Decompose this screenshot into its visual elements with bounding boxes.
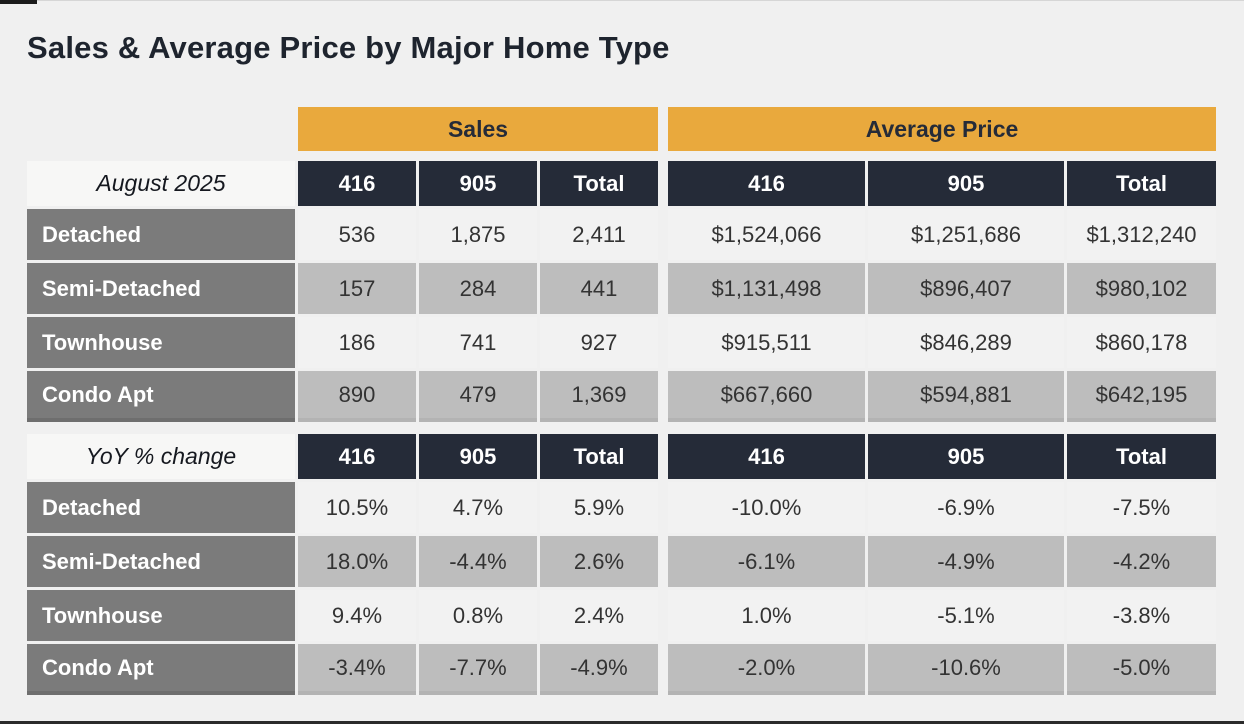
table-row-condo-apt-yoy: Condo Apt -3.4% -7.7% -4.9% -2.0% -10.6%… (27, 644, 1217, 695)
col-header-price-416: 416 (668, 434, 865, 479)
sales-total-value: 2.4% (540, 590, 658, 641)
price-total-value: -3.8% (1067, 590, 1216, 641)
group-gap-spacer (661, 434, 665, 479)
group-gap-spacer (661, 107, 665, 151)
sales-416-value: 10.5% (298, 482, 416, 533)
price-905-value: $896,407 (868, 263, 1064, 314)
table-row-townhouse-yoy: Townhouse 9.4% 0.8% 2.4% 1.0% -5.1% -3.8… (27, 590, 1217, 641)
sales-416-value: -3.4% (298, 644, 416, 695)
section-label-august-2025: August 2025 (27, 161, 295, 206)
page-top-hairline (0, 0, 1244, 1)
sales-total-value: 2.6% (540, 536, 658, 587)
page-top-crop-mark (0, 0, 37, 4)
price-416-value: $667,660 (668, 371, 865, 422)
col-header-sales-total: Total (540, 434, 658, 479)
table-row-semi-detached-yoy: Semi-Detached 18.0% -4.4% 2.6% -6.1% -4.… (27, 536, 1217, 587)
sales-416-value: 9.4% (298, 590, 416, 641)
section-label-yoy-change: YoY % change (27, 434, 295, 479)
row-label: Townhouse (27, 317, 295, 368)
sales-total-value: 927 (540, 317, 658, 368)
row-label: Condo Apt (27, 644, 295, 695)
price-total-value: $860,178 (1067, 317, 1216, 368)
group-header-row: Sales Average Price (27, 107, 1217, 151)
page-bottom-border (0, 721, 1244, 724)
average-price-group-header: Average Price (668, 107, 1216, 151)
page-title: Sales & Average Price by Major Home Type (27, 30, 670, 65)
col-header-sales-total: Total (540, 161, 658, 206)
price-total-value: $1,312,240 (1067, 209, 1216, 260)
sales-905-value: 284 (419, 263, 537, 314)
section-yoy-change: YoY % change 416 905 Total 416 905 Total… (27, 434, 1217, 695)
col-header-price-905: 905 (868, 161, 1064, 206)
sales-905-value: 479 (419, 371, 537, 422)
price-416-value: $1,524,066 (668, 209, 865, 260)
band-row-empty (27, 107, 295, 151)
sales-total-value: 2,411 (540, 209, 658, 260)
col-header-sales-416: 416 (298, 434, 416, 479)
col-header-price-416: 416 (668, 161, 865, 206)
sales-905-value: -4.4% (419, 536, 537, 587)
sales-416-value: 157 (298, 263, 416, 314)
group-gap-spacer (661, 161, 665, 206)
col-header-price-total: Total (1067, 161, 1216, 206)
price-905-value: $594,881 (868, 371, 1064, 422)
row-label: Semi-Detached (27, 536, 295, 587)
report-page: Sales & Average Price by Major Home Type… (27, 30, 1217, 695)
table-row-townhouse: Townhouse 186 741 927 $915,511 $846,289 … (27, 317, 1217, 368)
price-905-value: $846,289 (868, 317, 1064, 368)
price-416-value: 1.0% (668, 590, 865, 641)
table-row-detached-yoy: Detached 10.5% 4.7% 5.9% -10.0% -6.9% -7… (27, 482, 1217, 533)
price-905-value: -5.1% (868, 590, 1064, 641)
table-row-semi-detached: Semi-Detached 157 284 441 $1,131,498 $89… (27, 263, 1217, 314)
price-905-value: $1,251,686 (868, 209, 1064, 260)
sales-total-value: 1,369 (540, 371, 658, 422)
col-header-sales-416: 416 (298, 161, 416, 206)
table-row-condo-apt: Condo Apt 890 479 1,369 $667,660 $594,88… (27, 371, 1217, 422)
section-august-2025: August 2025 416 905 Total 416 905 Total … (27, 161, 1217, 422)
sales-905-value: 4.7% (419, 482, 537, 533)
sales-905-value: 741 (419, 317, 537, 368)
sales-416-value: 186 (298, 317, 416, 368)
sales-905-value: 0.8% (419, 590, 537, 641)
col-header-sales-905: 905 (419, 434, 537, 479)
price-905-value: -4.9% (868, 536, 1064, 587)
price-416-value: -2.0% (668, 644, 865, 695)
price-416-value: $1,131,498 (668, 263, 865, 314)
sales-group-header: Sales (298, 107, 658, 151)
price-416-value: -10.0% (668, 482, 865, 533)
sales-905-value: -7.7% (419, 644, 537, 695)
sales-total-value: -4.9% (540, 644, 658, 695)
col-header-price-total: Total (1067, 434, 1216, 479)
sales-416-value: 536 (298, 209, 416, 260)
sales-total-value: 5.9% (540, 482, 658, 533)
row-label: Detached (27, 482, 295, 533)
price-905-value: -6.9% (868, 482, 1064, 533)
sales-416-value: 890 (298, 371, 416, 422)
col-header-sales-905: 905 (419, 161, 537, 206)
price-total-value: -7.5% (1067, 482, 1216, 533)
sales-total-value: 441 (540, 263, 658, 314)
row-label: Townhouse (27, 590, 295, 641)
price-total-value: $642,195 (1067, 371, 1216, 422)
price-total-value: $980,102 (1067, 263, 1216, 314)
col-header-price-905: 905 (868, 434, 1064, 479)
price-416-value: -6.1% (668, 536, 865, 587)
row-label: Condo Apt (27, 371, 295, 422)
price-905-value: -10.6% (868, 644, 1064, 695)
row-label: Semi-Detached (27, 263, 295, 314)
price-total-value: -5.0% (1067, 644, 1216, 695)
column-header-row: YoY % change 416 905 Total 416 905 Total (27, 434, 1217, 479)
price-416-value: $915,511 (668, 317, 865, 368)
price-total-value: -4.2% (1067, 536, 1216, 587)
row-label: Detached (27, 209, 295, 260)
table-row-detached: Detached 536 1,875 2,411 $1,524,066 $1,2… (27, 209, 1217, 260)
sales-416-value: 18.0% (298, 536, 416, 587)
column-header-row: August 2025 416 905 Total 416 905 Total (27, 161, 1217, 206)
sales-905-value: 1,875 (419, 209, 537, 260)
